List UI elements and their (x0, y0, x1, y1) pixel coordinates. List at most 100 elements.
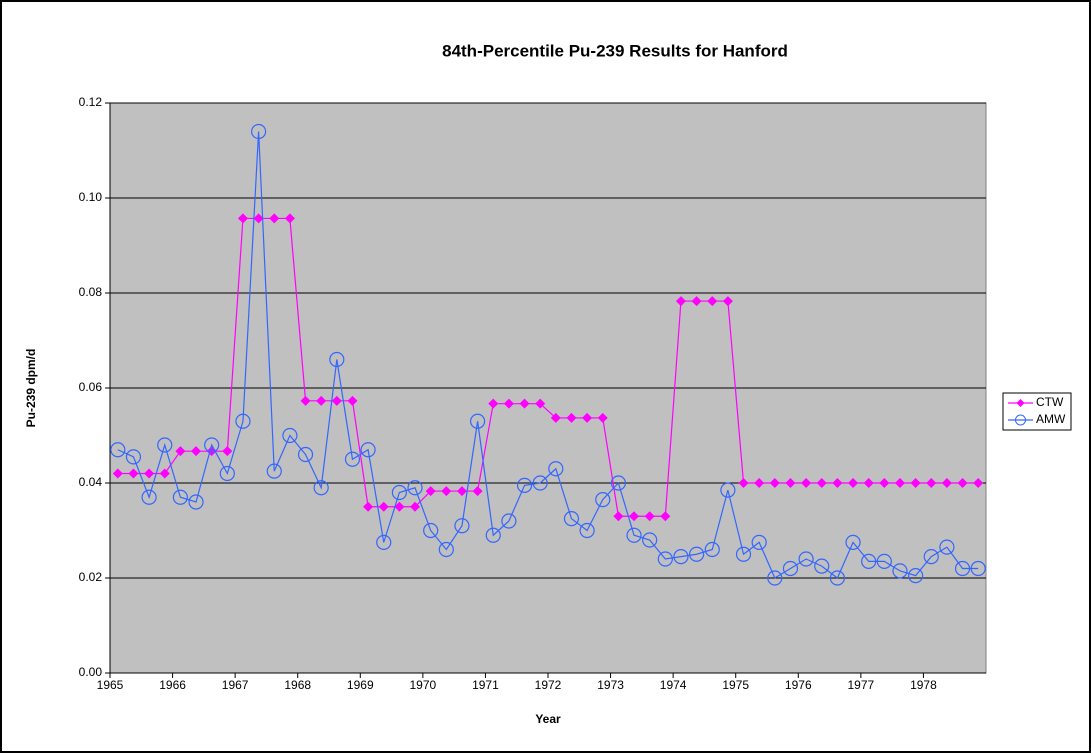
data-point (110, 442, 126, 458)
data-point (344, 451, 361, 467)
legend-marker (1016, 399, 1025, 407)
x-tick-label: 1972 (535, 678, 562, 692)
x-tick-label: 1966 (159, 678, 186, 692)
data-point (425, 486, 436, 497)
data-point (707, 296, 718, 307)
data-point (516, 477, 533, 493)
data-point (644, 511, 655, 522)
data-point (363, 501, 374, 512)
data-point (910, 478, 921, 488)
data-point (125, 449, 142, 465)
data-point (582, 412, 593, 423)
data-point (251, 123, 267, 140)
data-point (454, 518, 470, 534)
legend-box (1002, 392, 1072, 431)
data-point (973, 478, 984, 488)
data-point (456, 486, 467, 497)
data-point (391, 484, 407, 501)
data-point (237, 213, 248, 224)
data-point (563, 511, 580, 527)
y-tick-label: 0.08 (79, 285, 103, 299)
y-tick-label: 0.00 (79, 665, 103, 679)
data-point (269, 213, 280, 224)
data-point (829, 570, 845, 586)
data-point (876, 553, 892, 569)
x-tick-label: 1969 (347, 678, 374, 692)
data-point (438, 541, 454, 558)
data-point (908, 568, 924, 584)
data-point (626, 527, 642, 543)
data-point (861, 553, 877, 569)
y-tick-label: 0.04 (79, 475, 103, 489)
data-point (550, 412, 561, 423)
x-tick-label: 1970 (410, 678, 437, 692)
data-point (329, 351, 345, 368)
data-point (472, 486, 483, 497)
data-point (660, 511, 671, 522)
y-tick-label: 0.12 (79, 95, 103, 109)
data-point (313, 480, 329, 496)
data-point (222, 446, 233, 457)
x-tick-label: 1978 (910, 678, 937, 692)
y-tick-label: 0.06 (79, 380, 103, 394)
data-point (535, 398, 546, 409)
data-point (488, 398, 499, 409)
data-point (410, 501, 421, 512)
data-point (519, 398, 530, 409)
data-point (376, 534, 392, 550)
data-point (751, 534, 767, 550)
data-point (532, 475, 548, 491)
data-point (754, 478, 765, 488)
legend-label: CTW (1036, 395, 1064, 409)
data-point (441, 486, 452, 497)
x-tick-label: 1971 (472, 678, 499, 692)
y-tick-label: 0.02 (79, 570, 103, 584)
data-point (204, 437, 220, 453)
data-point (769, 478, 780, 488)
data-point (300, 395, 311, 406)
data-point (191, 446, 202, 457)
data-point (845, 534, 861, 550)
data-point (157, 437, 173, 453)
chart-title: 84th-Percentile Pu-239 Results for Hanfo… (442, 41, 788, 60)
data-point (704, 541, 720, 558)
data-point (501, 513, 517, 529)
x-tick-label: 1973 (597, 678, 624, 692)
data-point (689, 546, 705, 562)
series-line (117, 131, 979, 579)
legend-marker (1015, 414, 1026, 426)
data-point (691, 296, 702, 307)
data-point (720, 482, 736, 498)
data-point (503, 398, 514, 409)
data-point (266, 463, 282, 479)
data-point (848, 478, 859, 488)
data-point (159, 468, 170, 479)
data-point (785, 478, 796, 488)
data-point (722, 296, 733, 307)
data-point (141, 489, 157, 505)
x-tick-label: 1975 (722, 678, 749, 692)
data-point (378, 501, 389, 512)
data-point (832, 478, 843, 488)
data-point (579, 522, 595, 539)
data-point (941, 478, 952, 488)
y-axis-title: Pu-239 dpm/d (24, 349, 38, 428)
data-point (970, 560, 986, 577)
data-point (814, 558, 830, 574)
data-point (566, 412, 577, 423)
x-axis-title: Year (535, 712, 561, 726)
data-point (939, 539, 955, 555)
data-point (629, 511, 640, 522)
data-point (923, 549, 939, 565)
data-point (485, 527, 501, 543)
legend-label: AMW (1036, 412, 1066, 426)
data-point (673, 549, 689, 565)
data-point (613, 511, 624, 522)
data-point (423, 522, 439, 539)
x-tick-label: 1968 (284, 678, 311, 692)
data-point (128, 468, 139, 479)
data-point (235, 413, 251, 429)
data-point (957, 478, 968, 488)
data-point (675, 296, 686, 307)
